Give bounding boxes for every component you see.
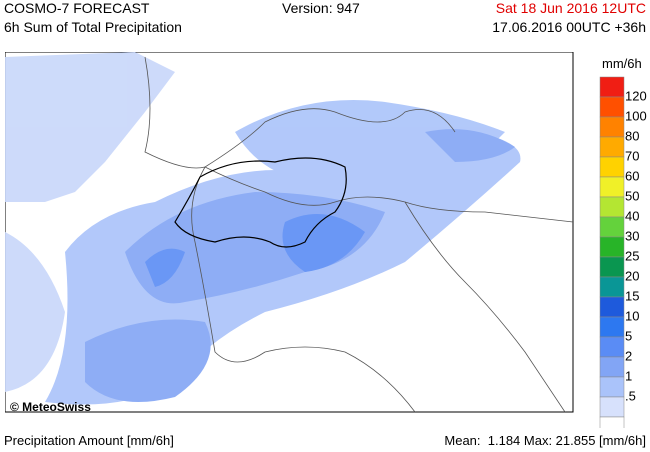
map: © MeteoSwiss [5, 52, 574, 413]
legend-label: 20 [625, 268, 639, 283]
legend-swatch [599, 176, 625, 198]
legend-swatch [599, 336, 625, 358]
legend-swatch [599, 316, 625, 338]
legend-label: .5 [625, 388, 636, 403]
legend-swatch [599, 356, 625, 378]
precip-field [5, 52, 521, 405]
legend-unit: mm/6h [602, 56, 642, 71]
legend-label: 50 [625, 188, 639, 203]
legend-swatch [599, 296, 625, 318]
legend-swatch [599, 96, 625, 118]
legend-label: 5 [625, 328, 632, 343]
borders [144, 56, 574, 413]
legend-swatch [599, 136, 625, 158]
valid-time: Sat 18 Jun 2016 12UTC [495, 0, 646, 16]
footer-right: Mean: 1.184 Max: 21.855 [mm/6h] [444, 433, 646, 448]
legend-label: 1 [625, 368, 632, 383]
legend-label: 60 [625, 168, 639, 183]
legend-swatch [599, 276, 625, 298]
legend-swatch [599, 196, 625, 218]
legend-swatch [599, 376, 625, 398]
legend-label: 120 [625, 88, 647, 103]
version: Version: 947 [282, 0, 360, 16]
legend-label: 30 [625, 228, 639, 243]
legend-label: 2 [625, 348, 632, 363]
legend-swatch [599, 236, 625, 258]
legend-label: 15 [625, 288, 639, 303]
legend-swatch [599, 416, 625, 428]
legend-swatch [599, 116, 625, 138]
credit: © MeteoSwiss [10, 400, 91, 413]
legend-swatch [599, 216, 625, 238]
footer-left: Precipitation Amount [mm/6h] [4, 433, 174, 448]
legend-swatch [599, 156, 625, 178]
legend-label: 80 [625, 128, 639, 143]
run-time: 17.06.2016 00UTC +36h [492, 19, 646, 35]
legend-label: 100 [625, 108, 647, 123]
switzerland-border [174, 157, 347, 248]
legend-label: 25 [625, 248, 639, 263]
legend-label: 70 [625, 148, 639, 163]
legend-swatch [599, 256, 625, 278]
legend-swatch [599, 76, 625, 98]
title: COSMO-7 FORECAST [4, 0, 150, 16]
legend-label: 40 [625, 208, 639, 223]
subtitle: 6h Sum of Total Precipitation [4, 19, 182, 35]
legend: 120 100 80 70 60 50 40 30 25 20 15 10 5 2 1 .5 [599, 76, 647, 428]
legend-swatch [599, 396, 625, 418]
legend-label: 10 [625, 308, 639, 323]
